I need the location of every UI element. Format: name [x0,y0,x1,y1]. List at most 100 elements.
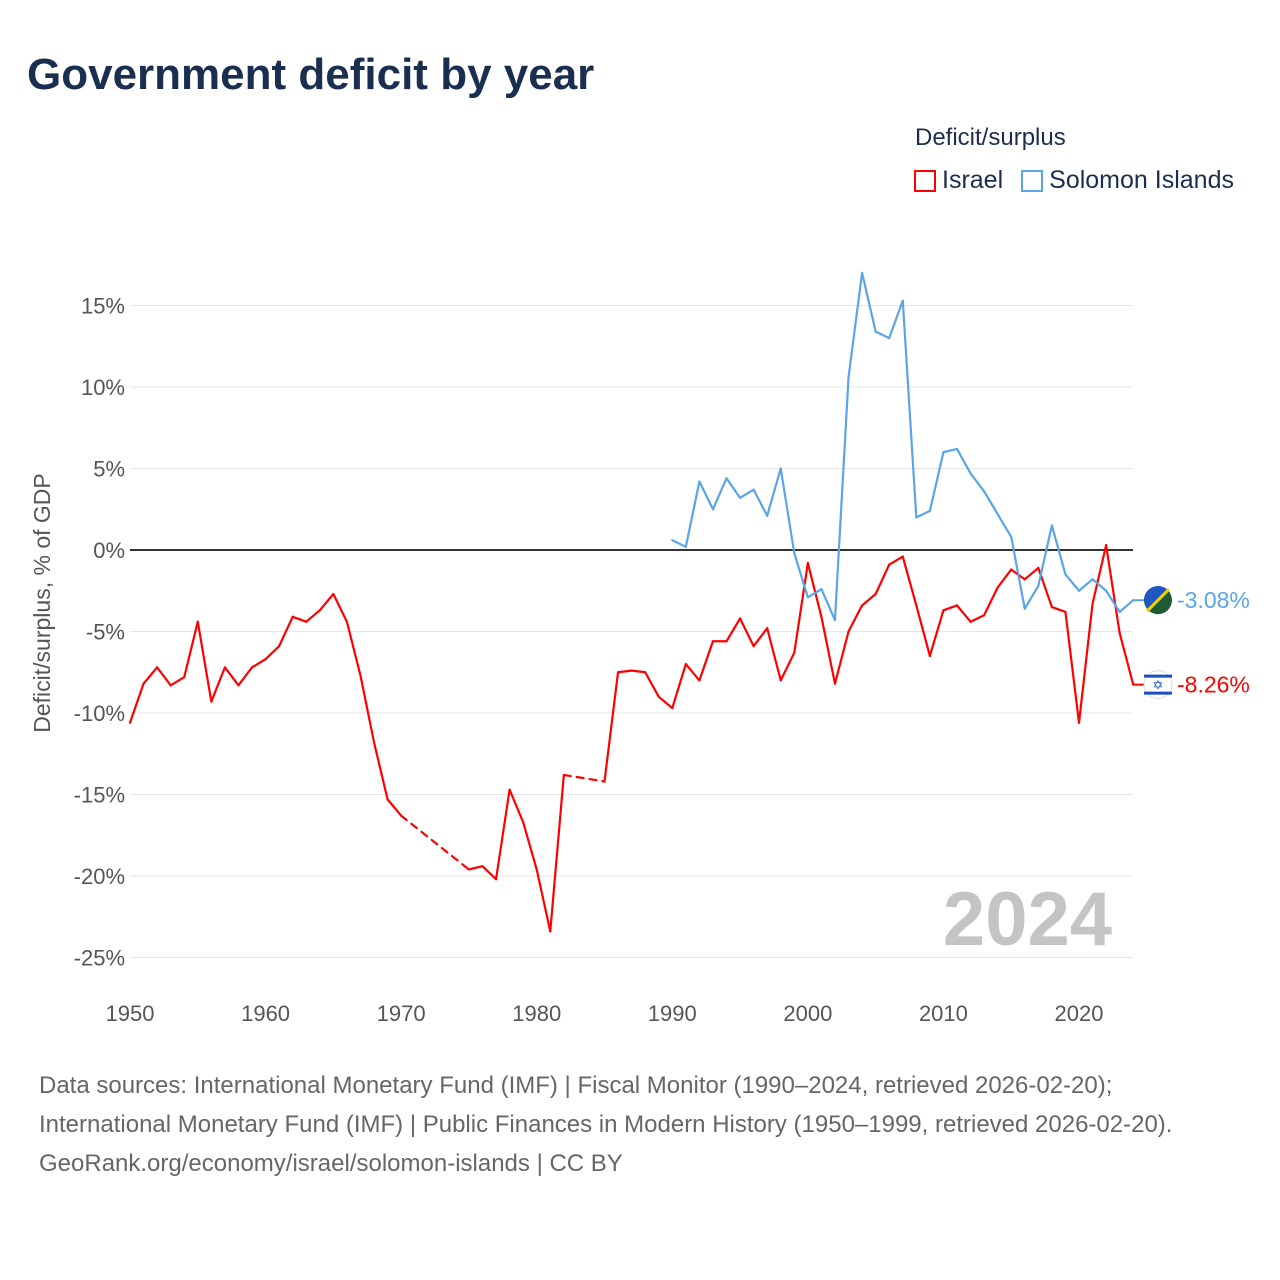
y-tick-label: 10% [81,375,125,400]
line-segment-israel [1050,605,1067,614]
line-segment-solomon-islands [833,376,850,622]
line-segment-solomon-islands [874,330,891,340]
line-segment-israel [806,561,823,618]
line-segment-israel [237,666,254,687]
line-segment-israel [820,615,837,685]
line-segment-israel [738,617,755,648]
flag-israel-icon: ✡ [1143,670,1173,700]
line-segment-solomon-islands [1050,524,1067,576]
line-segment-israel [386,798,403,817]
line-segment-israel [901,555,918,607]
legend-swatch-israel [914,169,936,192]
line-segment-israel [915,604,931,658]
line-segment-solomon-islands [779,467,796,555]
line-segment-israel [996,568,1013,589]
line-segment-solomon-islands [969,472,986,493]
line-segment-israel [969,614,986,623]
line-segment-israel [332,592,349,623]
line-segment-israel [562,773,606,783]
star-of-david-icon: ✡ [1153,678,1164,693]
legend: Israel Solomon Islands [914,166,1234,195]
line-segment-solomon-islands [1091,578,1108,592]
line-segment-israel [264,645,281,661]
line-segment-israel [1064,610,1081,724]
line-segment-israel [698,640,715,682]
line-segment-solomon-islands [766,467,782,517]
line-segment-israel [928,609,945,658]
line-segment-solomon-islands [1010,535,1026,610]
line-segment-israel [359,674,376,744]
line-segment-israel [278,615,294,648]
line-segment-israel [372,741,389,801]
line-segment-israel [671,662,687,710]
line-segment-solomon-islands [928,451,945,512]
line-segment-israel [549,773,565,933]
y-tick-label: -20% [74,864,125,889]
line-segment-solomon-islands [820,588,837,622]
legend-swatch-solomon-islands [1021,169,1044,192]
line-segment-solomon-islands [806,588,823,599]
line-segment-solomon-islands [793,552,809,599]
line-segment-israel [481,865,498,881]
line-segment-israel [522,821,538,871]
legend-label: Israel [942,166,1004,194]
line-segment-israel [955,604,972,623]
line-segment-israel [630,669,647,674]
line-segment-israel [305,609,321,623]
year-watermark: 2024 [943,877,1112,962]
y-tick-label: -10% [74,701,125,726]
x-tick-label: 1980 [512,1001,561,1026]
flag-solomon-islands-icon [1143,586,1172,615]
legend-title: Deficit/surplus [915,124,1066,151]
line-segment-israel [725,617,742,643]
line-segment-israel [644,671,660,698]
line-segment-israel [196,620,213,703]
line-segment-israel [657,695,674,710]
end-value-label-solomon-islands: -3.08% [1177,587,1250,613]
line-segment-israel [1023,566,1040,581]
line-segment-israel [291,615,308,623]
line-segment-israel [345,620,362,677]
line-segment-israel [766,627,782,682]
flag-stripe [1144,674,1172,678]
line-segment-israel [183,620,199,679]
line-segment-solomon-islands [698,480,715,511]
line-segment-solomon-islands [684,480,701,548]
line-segment-israel [250,658,267,669]
line-segment-solomon-islands [955,447,972,475]
line-chart: 15% 10% 5% 0% -5% -10% -15% -20% -25% 1950 1960 197… [29,271,1250,1026]
flag-stripe [1144,691,1172,695]
legend-item-israel[interactable]: Israel [914,166,1003,195]
line-segment-solomon-islands [1118,599,1135,614]
legend-item-solomon-islands[interactable]: Solomon Islands [1021,166,1234,195]
x-tick-label: 1950 [106,1001,155,1026]
y-tick-label: 5% [93,457,125,482]
legend-label: Solomon Islands [1049,166,1234,194]
line-segment-solomon-islands [996,513,1013,539]
line-segment-israel [1077,602,1094,724]
line-segment-israel [169,676,186,687]
line-segment-israel [318,592,335,612]
line-segment-israel [210,666,226,703]
x-tick-label: 2000 [783,1001,832,1026]
footer: Data sources: International Monetary Fun… [39,1066,1239,1183]
line-segment-israel [535,868,552,933]
line-segment-israel [223,666,240,687]
y-tick-label: 0% [93,538,125,563]
line-segment-solomon-islands [901,299,918,519]
flag-blue-field [1143,586,1168,611]
y-tick-label: -5% [86,620,125,645]
line-segment-israel [752,627,769,648]
line-segment-israel [779,651,796,682]
line-segment-solomon-islands [1064,573,1081,592]
line-segment-solomon-islands [711,477,728,511]
y-tick-label: -25% [74,946,125,971]
line-segment-israel [793,561,809,654]
credit-link[interactable]: GeoRank.org/economy/israel/solomon-islan… [39,1150,623,1177]
line-segment-solomon-islands [915,509,931,519]
line-segment-israel [833,630,850,685]
line-segment-israel [494,788,511,881]
line-segment-solomon-islands [860,271,877,333]
line-segment-solomon-islands [888,299,904,340]
y-tick-label: -15% [74,783,125,808]
